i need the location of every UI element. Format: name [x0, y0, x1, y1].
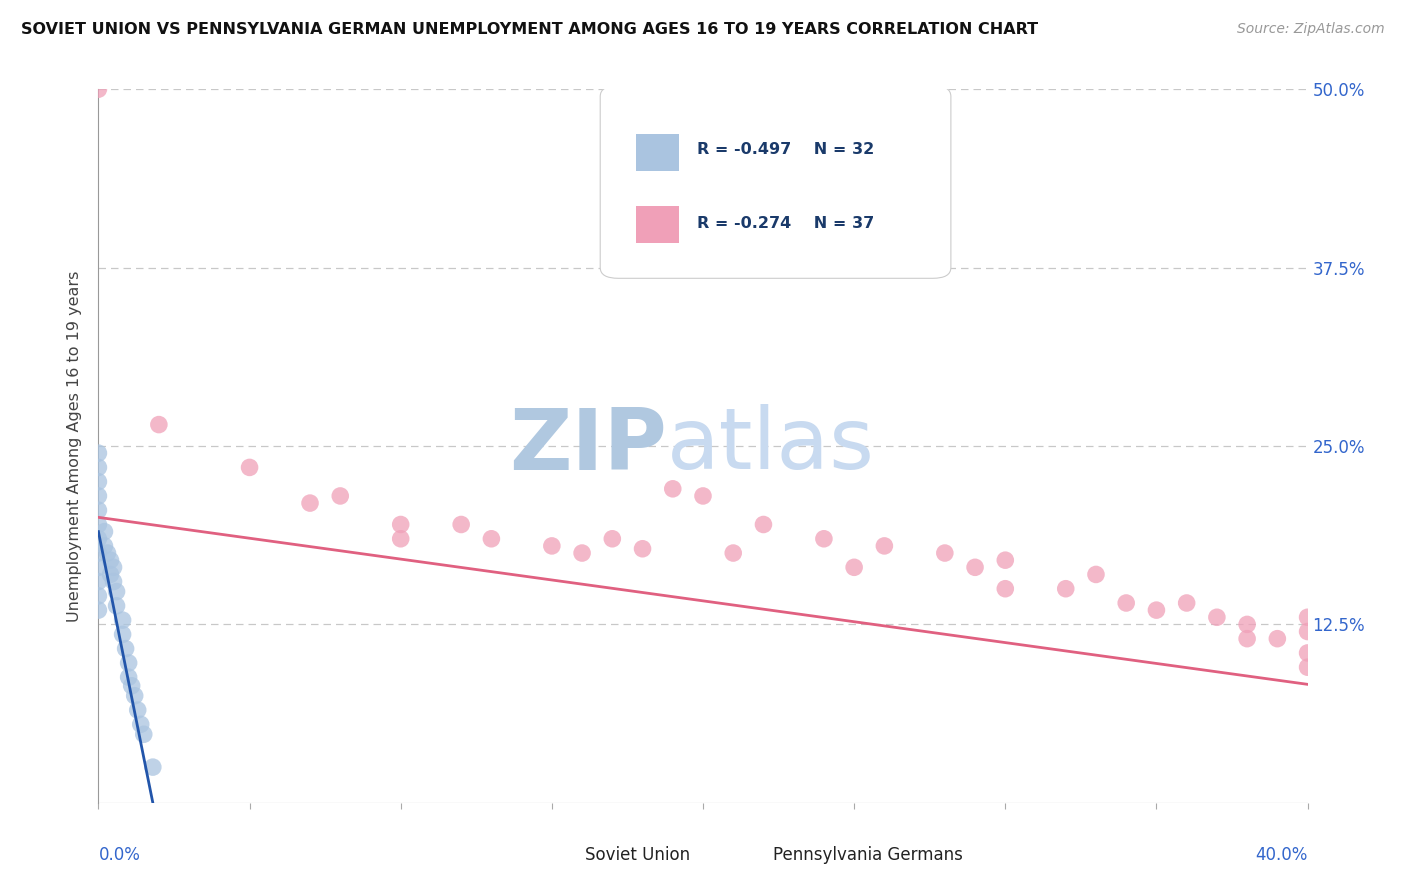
Point [389, 532, 412, 546]
Point [752, 517, 775, 532]
Point [87, 532, 110, 546]
Text: Pennsylvania Germans: Pennsylvania Germans [773, 846, 963, 863]
Point [329, 489, 352, 503]
Point [127, 703, 149, 717]
Point [111, 627, 134, 641]
Point [1236, 617, 1258, 632]
Point [87, 517, 110, 532]
Bar [734, 844, 763, 869]
Point [121, 679, 143, 693]
Point [994, 553, 1017, 567]
Point [132, 727, 155, 741]
Point [571, 546, 593, 560]
Point [87, 546, 110, 560]
Point [631, 541, 654, 556]
Point [124, 689, 146, 703]
Point [87, 82, 110, 96]
Point [239, 460, 262, 475]
Point [93, 539, 115, 553]
Point [299, 496, 322, 510]
Point [118, 670, 141, 684]
Point [1144, 603, 1167, 617]
Point [87, 460, 110, 475]
Point [1296, 610, 1319, 624]
Point [1115, 596, 1137, 610]
Point [103, 560, 125, 574]
Point [692, 489, 714, 503]
Bar [637, 134, 679, 171]
Text: R = -0.497    N = 32: R = -0.497 N = 32 [697, 143, 875, 157]
Point [118, 656, 141, 670]
Point [111, 613, 134, 627]
Point [87, 446, 110, 460]
Point [87, 589, 110, 603]
Y-axis label: Unemployment Among Ages 16 to 19 years: Unemployment Among Ages 16 to 19 years [67, 270, 83, 622]
Text: 40.0%: 40.0% [1256, 846, 1308, 863]
Point [129, 717, 152, 731]
Point [87, 560, 110, 574]
Point [813, 532, 835, 546]
Point [100, 553, 122, 567]
Point [105, 599, 128, 613]
Point [873, 539, 896, 553]
FancyBboxPatch shape [600, 86, 950, 278]
Point [96, 546, 118, 560]
Text: SOVIET UNION VS PENNSYLVANIA GERMAN UNEMPLOYMENT AMONG AGES 16 TO 19 YEARS CORRE: SOVIET UNION VS PENNSYLVANIA GERMAN UNEM… [21, 22, 1038, 37]
Point [87, 475, 110, 489]
Point [1296, 624, 1319, 639]
Point [1085, 567, 1108, 582]
Point [1296, 646, 1319, 660]
Point [662, 482, 685, 496]
Point [100, 567, 122, 582]
Point [148, 417, 170, 432]
Text: R = -0.274    N = 37: R = -0.274 N = 37 [697, 216, 875, 231]
Point [114, 641, 136, 656]
Point [105, 584, 128, 599]
Point [994, 582, 1017, 596]
Text: atlas: atlas [666, 404, 875, 488]
Bar [546, 844, 576, 869]
Point [87, 503, 110, 517]
Point [723, 546, 745, 560]
Point [87, 603, 110, 617]
Point [1296, 660, 1319, 674]
Bar [637, 205, 679, 243]
Point [450, 517, 472, 532]
Point [602, 532, 624, 546]
Text: Source: ZipAtlas.com: Source: ZipAtlas.com [1237, 22, 1385, 37]
Point [1267, 632, 1289, 646]
Point [1175, 596, 1198, 610]
Point [481, 532, 503, 546]
Text: ZIP: ZIP [509, 404, 666, 488]
Text: 0.0%: 0.0% [98, 846, 141, 863]
Point [93, 524, 115, 539]
Point [1206, 610, 1229, 624]
Point [540, 539, 562, 553]
Text: Soviet Union: Soviet Union [585, 846, 689, 863]
Point [87, 574, 110, 589]
Point [1054, 582, 1077, 596]
Point [934, 546, 956, 560]
Point [844, 560, 866, 574]
Point [965, 560, 987, 574]
Point [103, 574, 125, 589]
Point [389, 517, 412, 532]
Point [87, 489, 110, 503]
Point [142, 760, 165, 774]
Point [1236, 632, 1258, 646]
